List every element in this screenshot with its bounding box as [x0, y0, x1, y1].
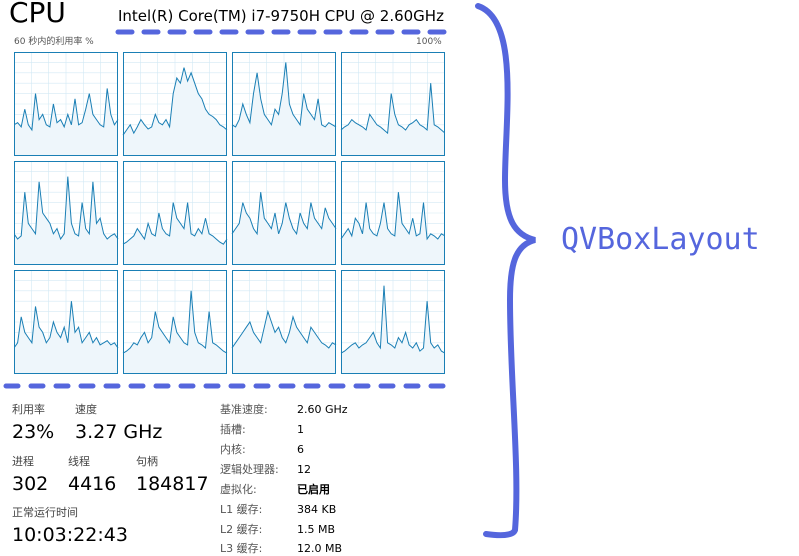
- core-utilization-line: [340, 192, 445, 241]
- core-utilization-line: [122, 67, 228, 136]
- core-graph: [14, 52, 119, 156]
- handles-value: 184817: [136, 473, 209, 495]
- detail-key: 虚拟化:: [220, 483, 257, 496]
- core-utilization-line: [122, 290, 228, 354]
- detail-value: 已启用: [297, 483, 330, 496]
- detail-value: 384 KB: [297, 503, 337, 516]
- detail-key: L3 缓存:: [220, 542, 263, 555]
- core-graph: [340, 52, 445, 156]
- core-utilization-area: [123, 202, 227, 265]
- core-utilization-area: [232, 311, 336, 374]
- detail-key: 内核:: [220, 443, 246, 456]
- detail-value: 2.60 GHz: [297, 403, 348, 416]
- detail-key: L1 缓存:: [220, 503, 263, 516]
- utilization-label: 利用率: [12, 403, 45, 416]
- core-graph: [340, 270, 445, 374]
- core-graph: [122, 52, 228, 156]
- core-utilization-line: [340, 285, 445, 354]
- utilization-value: 23%: [12, 421, 55, 443]
- core-utilization-area: [341, 83, 445, 156]
- speed-label: 速度: [75, 403, 97, 416]
- processes-label: 进程: [12, 455, 34, 468]
- core-utilization-area: [123, 290, 227, 374]
- uptime-value: 10:03:22:43: [12, 524, 128, 546]
- core-graph: [231, 161, 337, 265]
- core-utilization-line: [231, 62, 337, 128]
- core-utilization-line: [340, 83, 445, 135]
- core-utilization-area: [232, 62, 336, 156]
- curly-brace-shape: [475, 3, 536, 539]
- cpu-model-name: Intel(R) Core(TM) i7-9750H CPU @ 2.60GHz: [118, 7, 444, 25]
- speed-value: 3.27 GHz: [75, 421, 163, 443]
- page-title: CPU: [9, 0, 66, 29]
- core-graphs-grid: [14, 52, 445, 374]
- detail-key: 逻辑处理器:: [220, 463, 279, 476]
- core-graph: [122, 270, 228, 374]
- handles-label: 句柄: [136, 455, 158, 468]
- core-utilization-line: [122, 202, 228, 245]
- core-utilization-line: [14, 301, 119, 349]
- core-graph: [340, 161, 445, 265]
- threads-label: 线程: [68, 455, 90, 468]
- core-graph: [231, 52, 337, 156]
- detail-key: 插槽:: [220, 423, 246, 436]
- core-graph: [14, 161, 119, 265]
- core-utilization-line: [14, 176, 119, 241]
- utilization-axis-label: 60 秒内的利用率 %: [14, 37, 94, 47]
- detail-value: 12: [297, 463, 311, 476]
- detail-key: 基准速度:: [220, 403, 268, 416]
- detail-value: 1: [297, 423, 304, 436]
- detail-value: 12.0 MB: [297, 542, 343, 555]
- core-graph: [14, 270, 119, 374]
- core-utilization-area: [14, 301, 118, 374]
- detail-value: 6: [297, 443, 304, 456]
- core-utilization-line: [231, 192, 337, 236]
- core-graph: [122, 161, 228, 265]
- utilization-max-label: 100%: [416, 37, 442, 47]
- core-utilization-area: [341, 285, 445, 374]
- threads-value: 4416: [68, 473, 117, 495]
- detail-key: L2 缓存:: [220, 523, 263, 536]
- detail-value: 1.5 MB: [297, 523, 336, 536]
- annotation-label: QVBoxLayout: [561, 222, 760, 257]
- core-utilization-line: [14, 88, 119, 132]
- uptime-label: 正常运行时间: [12, 506, 78, 519]
- core-utilization-line: [231, 309, 337, 349]
- core-utilization-area: [123, 67, 227, 156]
- processes-value: 302: [12, 473, 49, 495]
- core-graph: [231, 270, 337, 374]
